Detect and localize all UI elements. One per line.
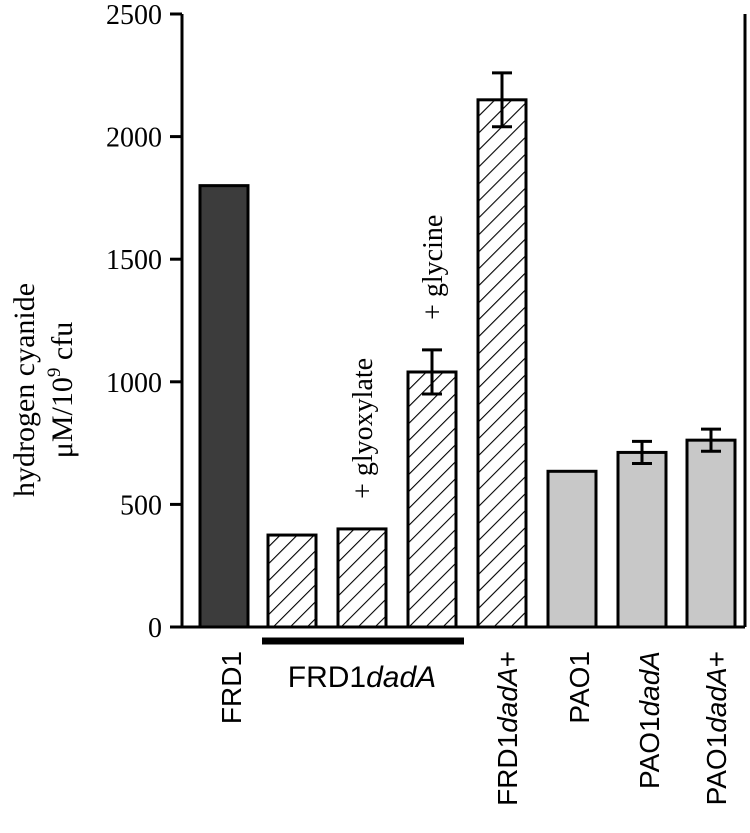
- y-tick-label: 1000: [106, 368, 162, 399]
- y-ticks: 0 500 1000 1500 2000 2500: [106, 0, 182, 644]
- x-label-pao1dadA: PAO1dadA: [634, 651, 665, 789]
- y-axis-title-line1: hydrogen cyanide: [8, 283, 41, 497]
- y-axis-unit-prefix: μM/10: [46, 377, 79, 458]
- y-axis-title-line2: μM/109 cfu: [44, 322, 79, 458]
- x-label-frd1dadA: FRD1dadA: [288, 661, 436, 694]
- bar: [336, 527, 388, 629]
- error-bars: [422, 71, 721, 465]
- y-tick-label: 1500: [106, 245, 162, 276]
- x-label-frd1: FRD1: [216, 651, 247, 724]
- bar: [685, 438, 737, 629]
- y-axis-unit-sup: 9: [44, 368, 65, 378]
- y-tick-label: 0: [148, 613, 162, 644]
- bar: [476, 98, 528, 629]
- x-label-pao1: PAO1: [564, 651, 595, 724]
- y-tick-label: 500: [120, 490, 162, 521]
- y-tick-label: 2500: [106, 0, 162, 31]
- y-axis-unit-suffix: cfu: [46, 322, 79, 368]
- bar: [616, 450, 668, 629]
- bars: [198, 98, 737, 629]
- bar-annotation: + glycine: [418, 215, 449, 320]
- x-label-pao1dadA-plus: PAO1dadA+: [701, 651, 732, 805]
- bar-annotation: + glyoxylate: [348, 358, 379, 499]
- bar-annotations: + glyoxylate + glycine: [348, 215, 449, 499]
- bar: [266, 533, 318, 629]
- bar: [406, 370, 458, 629]
- y-tick-label: 2000: [106, 123, 162, 154]
- bar: [546, 469, 598, 629]
- x-label-frd1dadA-plus: FRD1dadA+: [492, 651, 523, 806]
- bar: [198, 184, 250, 629]
